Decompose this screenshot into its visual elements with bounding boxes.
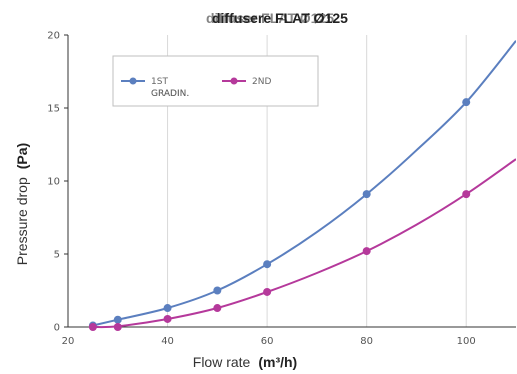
y-axis-label: Pressure drop (Pa) — [14, 143, 31, 265]
series-2-point — [88, 323, 97, 331]
x-tick-label: 100 — [457, 336, 476, 347]
series-1-line — [92, 40, 516, 327]
y-tick-label: 0 — [54, 323, 60, 334]
series-2-point — [163, 314, 172, 323]
series-1-point — [163, 304, 172, 313]
series-1-point — [263, 260, 272, 269]
chart-title-overlay: diffuser FLAT Ø125 — [206, 10, 334, 26]
legend-marker-series-1 — [129, 77, 137, 85]
legend: 1ST GRADIN. 2ND GRADIN. — [112, 55, 319, 107]
legend-label-series-2: 2ND GRADIN. — [151, 77, 274, 99]
series-1-point — [213, 286, 222, 295]
y-tick-label: 5 — [54, 250, 60, 261]
x-axis-label: Flow rate (m³/h) — [193, 354, 297, 371]
series-2-point — [462, 190, 471, 199]
chart-title: diffusere FLAT Ø125 — [212, 10, 348, 26]
series-2-point — [362, 247, 371, 256]
series-1-point — [113, 315, 122, 324]
series-1-point — [462, 98, 471, 107]
series-2-point — [113, 323, 122, 331]
series-1-point — [362, 190, 371, 199]
y-tick-label: 20 — [47, 31, 60, 42]
x-tick-label: 40 — [161, 336, 174, 347]
x-tick-label: 60 — [261, 336, 274, 347]
series-2-line — [92, 158, 516, 329]
x-tick-label: 20 — [62, 336, 75, 347]
x-tick-label: 80 — [360, 336, 373, 347]
legend-box — [112, 55, 319, 107]
y-tick-label: 15 — [47, 104, 60, 115]
legend-marker-series-2 — [230, 77, 238, 85]
series-2-point — [213, 304, 222, 313]
y-tick-label: 10 — [47, 177, 60, 188]
series — [88, 40, 516, 331]
legend-label-series-1: 1ST GRADIN. — [151, 77, 189, 99]
axes: 0 5 10 15 20 20 40 60 80 100 — [47, 31, 516, 347]
series-2-point — [263, 287, 272, 296]
